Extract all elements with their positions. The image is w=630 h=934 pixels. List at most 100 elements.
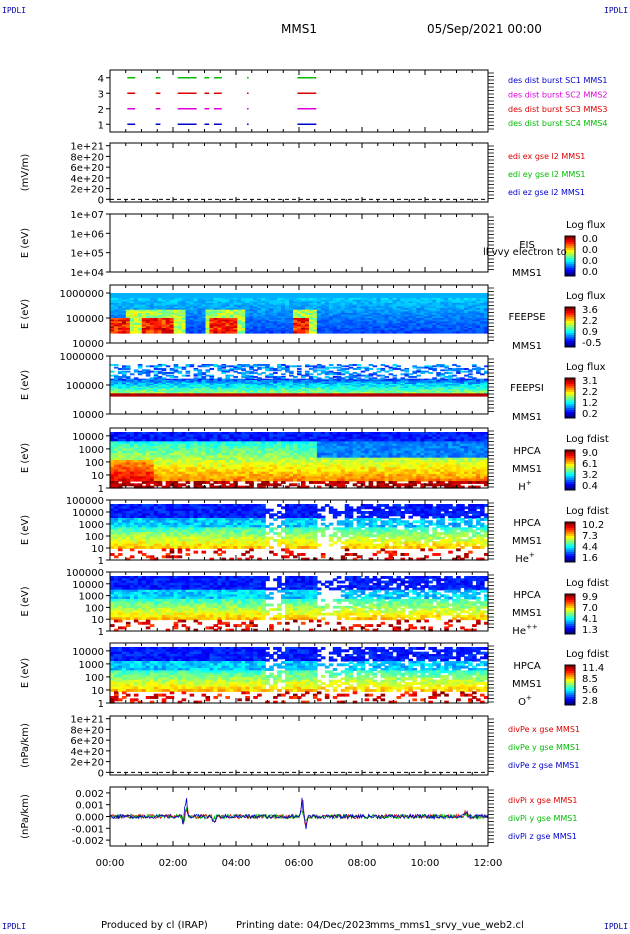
spectrogram-cell	[356, 314, 362, 317]
spectrogram-cell	[332, 373, 338, 376]
spectrogram-cell	[157, 311, 163, 314]
spectrogram-cell	[348, 394, 354, 397]
spectrogram-cell	[416, 329, 421, 332]
spectrogram-cell	[110, 455, 115, 459]
spectrogram-cell	[137, 370, 143, 373]
spectrogram-cell	[300, 328, 306, 331]
spectrogram-cell	[225, 318, 230, 321]
spectrogram-cell	[293, 392, 298, 394]
spectrogram-cell	[420, 390, 425, 393]
spectrogram-cell	[177, 453, 183, 456]
spectrogram-cell	[336, 372, 342, 374]
spectrogram-cell	[133, 390, 139, 393]
spectrogram-cell	[193, 485, 199, 489]
feeps_electron-colorbar-tick-label: -0.5	[582, 338, 602, 349]
spectrogram-cell	[432, 390, 437, 393]
spectrogram-cell	[440, 294, 445, 297]
spectrogram-cell	[428, 372, 433, 374]
spectrogram-cell	[432, 318, 437, 321]
eis-colorbar-cell	[565, 238, 575, 241]
spectrogram-cell	[281, 316, 286, 319]
spectrogram-cell	[145, 309, 151, 312]
spectrogram-cell	[217, 293, 223, 296]
spectrogram-cell	[237, 296, 242, 299]
spectrogram-cell	[185, 314, 191, 317]
spectrogram-cell	[376, 301, 382, 304]
y-tick-label: 100000	[66, 314, 104, 325]
spectrogram-cell	[137, 301, 143, 304]
feeps_ion-spectrogram	[110, 364, 489, 397]
spectrogram-cell	[468, 294, 473, 297]
spectrogram-cell	[205, 311, 211, 314]
spectrogram-cell	[241, 326, 246, 329]
spectrogram-cell	[185, 432, 191, 435]
spectrogram-cell	[217, 294, 223, 297]
spectrogram-cell	[185, 309, 191, 312]
spectrogram-cell	[316, 318, 322, 321]
spectrogram-cell	[149, 384, 155, 386]
spectrogram-cell	[141, 319, 147, 322]
spectrogram-cell	[125, 389, 131, 392]
spectrogram-cell	[261, 321, 266, 324]
spectrogram-cell	[129, 393, 135, 396]
spectrogram-cell	[193, 382, 199, 385]
spectrogram-cell	[460, 389, 465, 392]
spectrogram-cell	[205, 381, 211, 384]
spectrogram-cell	[153, 306, 159, 309]
spectrogram-cell	[392, 294, 398, 297]
spectrogram-cell	[185, 386, 191, 389]
spectrogram-cell	[348, 331, 354, 334]
spectrogram-cell	[189, 326, 195, 329]
spectrogram-cell	[161, 378, 167, 381]
spectrogram-cell	[189, 319, 195, 322]
spectrogram-cell	[177, 304, 183, 307]
spectrogram-cell	[289, 374, 294, 377]
spectrogram-cell	[229, 316, 234, 319]
spectrogram-cell	[384, 316, 390, 319]
plot-datetime: 05/Sep/2021 00:00	[427, 22, 542, 36]
spectrogram-cell	[185, 294, 191, 297]
spectrogram-cell	[149, 293, 155, 296]
spectrogram-cell	[300, 311, 306, 314]
spectrogram-cell	[177, 455, 183, 459]
spectrogram-cell	[165, 469, 171, 473]
spectrogram-cell	[452, 294, 457, 297]
spectrogram-cell	[281, 364, 286, 366]
spectrogram-cell	[464, 388, 469, 390]
spectrogram-cell	[289, 293, 294, 296]
spectrogram-cell	[348, 385, 354, 388]
spectrogram-cell	[261, 303, 266, 306]
spectrogram-cell	[352, 321, 358, 324]
spectrogram-cell	[281, 319, 286, 322]
spectrogram-cell	[113, 434, 119, 438]
spectrogram-cell	[153, 321, 159, 324]
spectrogram-cell	[209, 314, 215, 317]
spectrogram-cell	[117, 485, 123, 489]
spectrogram-cell	[257, 324, 262, 327]
spectrogram-cell	[328, 326, 334, 329]
spectrogram-cell	[436, 304, 441, 307]
spectrogram-cell	[237, 323, 242, 326]
spectrogram-cell	[460, 382, 465, 385]
spectrogram-cell	[173, 443, 179, 447]
spectrogram-cell	[308, 389, 314, 392]
spectrogram-cell	[241, 316, 246, 319]
spectrogram-cell	[153, 443, 159, 447]
spectrogram-cell	[320, 296, 326, 299]
spectrogram-cell	[149, 471, 155, 475]
spectrogram-cell	[129, 316, 135, 319]
spectrogram-cell	[273, 388, 278, 390]
spectrogram-cell	[352, 331, 358, 334]
spectrogram-cell	[121, 443, 127, 447]
spectrogram-cell	[448, 324, 453, 327]
spectrogram-cell	[141, 380, 147, 382]
spectrogram-cell	[368, 326, 374, 329]
spectrogram-cell	[300, 331, 306, 334]
spectrogram-cell	[293, 313, 298, 316]
spectrogram-cell	[269, 392, 274, 394]
spectrogram-cell	[448, 393, 453, 396]
spectrogram-cell	[476, 316, 481, 319]
spectrogram-cell	[400, 318, 406, 321]
eis-colorbar-cell	[565, 240, 575, 243]
spectrogram-cell	[189, 329, 195, 332]
